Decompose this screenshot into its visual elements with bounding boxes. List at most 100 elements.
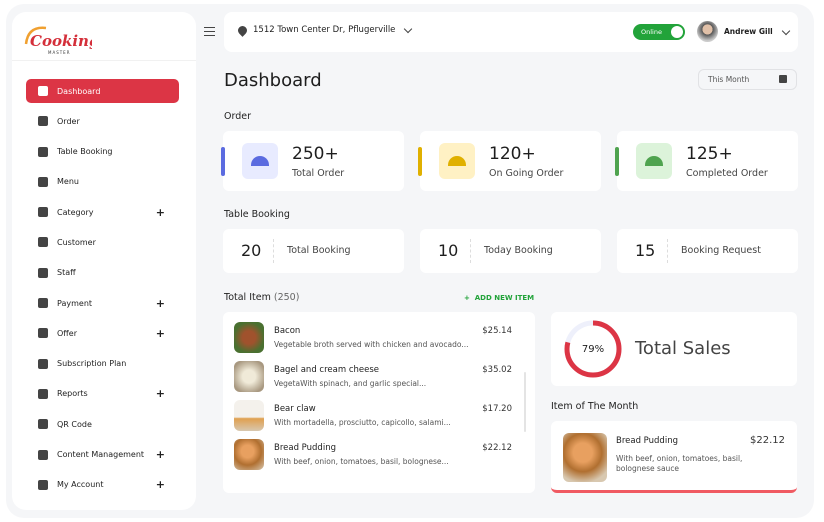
item-name: Bear claw	[274, 404, 316, 414]
sidebar-item-label: Reports	[57, 389, 88, 399]
online-toggle[interactable]: Online	[633, 24, 685, 40]
order-card[interactable]: 250+ Total Order	[221, 131, 404, 191]
order-label: On Going Order	[489, 168, 564, 179]
booking-card[interactable]: 15 Booking Request	[617, 229, 798, 273]
sidebar-item-label: Offer	[57, 328, 78, 338]
item-name: Bacon	[274, 326, 301, 336]
item-description: VegetaWith spinach, and garlic special..…	[274, 379, 427, 388]
location-selector[interactable]: 1512 Town Center Dr, Pflugerville	[236, 23, 413, 37]
order-card[interactable]: 120+ On Going Order	[418, 131, 601, 191]
top-bar: 1512 Town Center Dr, Pflugerville Online…	[224, 12, 798, 52]
divider	[273, 239, 274, 263]
svg-text:MASTER: MASTER	[48, 50, 70, 55]
sidebar-nav: Dashboard Order Table Booking Menu Category +…	[26, 79, 179, 503]
sidebar-item-dashboard[interactable]: Dashboard	[26, 79, 179, 103]
sales-percent: 79%	[581, 343, 605, 355]
sidebar-item-table-booking[interactable]: Table Booking	[26, 140, 179, 164]
item-price: $17.20	[482, 404, 512, 414]
sidebar-item-my-account[interactable]: My Account +	[26, 473, 179, 497]
expand-plus-icon[interactable]: +	[155, 478, 165, 492]
expand-plus-icon[interactable]: +	[155, 448, 165, 462]
booking-card[interactable]: 20 Total Booking	[223, 229, 404, 273]
content-icon	[38, 449, 48, 460]
dashboard-icon	[38, 86, 48, 96]
expand-plus-icon[interactable]: +	[155, 326, 165, 340]
booking-value: 15	[635, 241, 656, 260]
item-description: Vegetable broth served with chicken and …	[274, 340, 469, 349]
accent-bar	[221, 147, 225, 176]
accent-bar	[615, 147, 619, 176]
booking-value: 10	[438, 241, 459, 260]
sidebar-item-label: Order	[57, 116, 80, 126]
item-name: Bread Pudding	[616, 436, 678, 446]
sidebar-item-customer[interactable]: Customer	[26, 230, 179, 254]
cooking-master-logo: Cooking MASTER	[24, 26, 92, 55]
user-name: Andrew Gill	[724, 27, 773, 36]
list-item[interactable]: Bread Pudding With beef, onion, tomatoes…	[234, 439, 524, 472]
cloche-icon	[242, 143, 278, 179]
sidebar-item-label: Staff	[57, 268, 76, 278]
booking-value: 20	[241, 241, 262, 260]
item-name: Bread Pudding	[274, 443, 336, 453]
item-of-month-card[interactable]: Bread Pudding $22.12 With beef, onion, t…	[551, 421, 797, 493]
sidebar-item-qr-code[interactable]: QR Code	[26, 412, 179, 436]
divider	[12, 60, 196, 61]
table-booking-icon	[38, 146, 48, 157]
sales-donut	[564, 320, 622, 378]
sidebar-item-reports[interactable]: Reports +	[26, 382, 179, 406]
location-pin-icon	[236, 23, 249, 37]
sidebar-item-category[interactable]: Category +	[26, 200, 179, 224]
booking-label: Today Booking	[484, 245, 553, 256]
list-item[interactable]: Bagel and cream cheese VegetaWith spinac…	[234, 361, 524, 394]
add-new-item-button[interactable]: + ADD NEW ITEM	[464, 294, 535, 302]
order-card[interactable]: 125+ Completed Order	[615, 131, 798, 191]
order-label: Completed Order	[686, 168, 768, 179]
qr-code-icon	[38, 419, 48, 430]
chevron-down-icon	[404, 24, 413, 33]
toggle-label: Online	[641, 28, 662, 36]
expand-plus-icon[interactable]: +	[155, 387, 165, 401]
item-image	[234, 400, 264, 431]
account-icon	[38, 479, 48, 490]
avatar[interactable]	[697, 21, 718, 42]
total-item-label: Total Item	[224, 292, 271, 303]
order-label: Total Order	[292, 168, 345, 179]
sidebar-item-label: Subscription Plan	[57, 359, 127, 369]
booking-label: Booking Request	[681, 245, 761, 256]
sidebar-item-payment[interactable]: Payment +	[26, 291, 179, 315]
sidebar-item-menu[interactable]: Menu	[26, 170, 179, 194]
list-item[interactable]: Bear claw With mortadella, prosciutto, c…	[234, 400, 524, 433]
list-item[interactable]: Bacon Vegetable broth served with chicke…	[234, 322, 524, 355]
cloche-icon	[439, 143, 475, 179]
item-description: With beef, onion, tomatoes, basil, bolog…	[274, 457, 449, 466]
item-of-month-title: Item of The Month	[551, 401, 639, 412]
sales-label: Total Sales	[635, 338, 731, 359]
calendar-icon	[779, 75, 787, 83]
order-value: 120+	[489, 144, 536, 164]
sidebar-item-label: Menu	[57, 177, 79, 187]
payment-icon	[38, 298, 48, 309]
sidebar-item-label: Dashboard	[57, 86, 101, 96]
sidebar-item-order[interactable]: Order	[26, 109, 179, 133]
sidebar-item-label: Customer	[57, 237, 96, 247]
order-icon	[38, 116, 48, 127]
item-price: $22.12	[482, 443, 512, 453]
order-value: 125+	[686, 144, 733, 164]
sidebar-item-content-management[interactable]: Content Management +	[26, 443, 179, 467]
expand-plus-icon[interactable]: +	[155, 205, 165, 219]
expand-plus-icon[interactable]: +	[155, 296, 165, 310]
booking-label: Total Booking	[287, 245, 351, 256]
sidebar-item-staff[interactable]: Staff	[26, 261, 179, 285]
sidebar-item-label: Content Management	[57, 450, 145, 460]
sidebar-item-subscription-plan[interactable]: Subscription Plan	[26, 352, 179, 376]
booking-card[interactable]: 10 Today Booking	[420, 229, 601, 273]
hamburger-menu-icon[interactable]	[204, 27, 215, 36]
sidebar-item-offer[interactable]: Offer +	[26, 321, 179, 345]
subscription-icon	[38, 358, 48, 369]
list-scrollbar[interactable]	[524, 372, 526, 432]
item-list: Bacon Vegetable broth served with chicke…	[223, 312, 535, 493]
user-menu[interactable]: Andrew Gill	[724, 26, 791, 36]
staff-icon	[38, 267, 48, 278]
period-selector[interactable]: This Month	[698, 69, 797, 90]
offer-icon	[38, 328, 48, 339]
